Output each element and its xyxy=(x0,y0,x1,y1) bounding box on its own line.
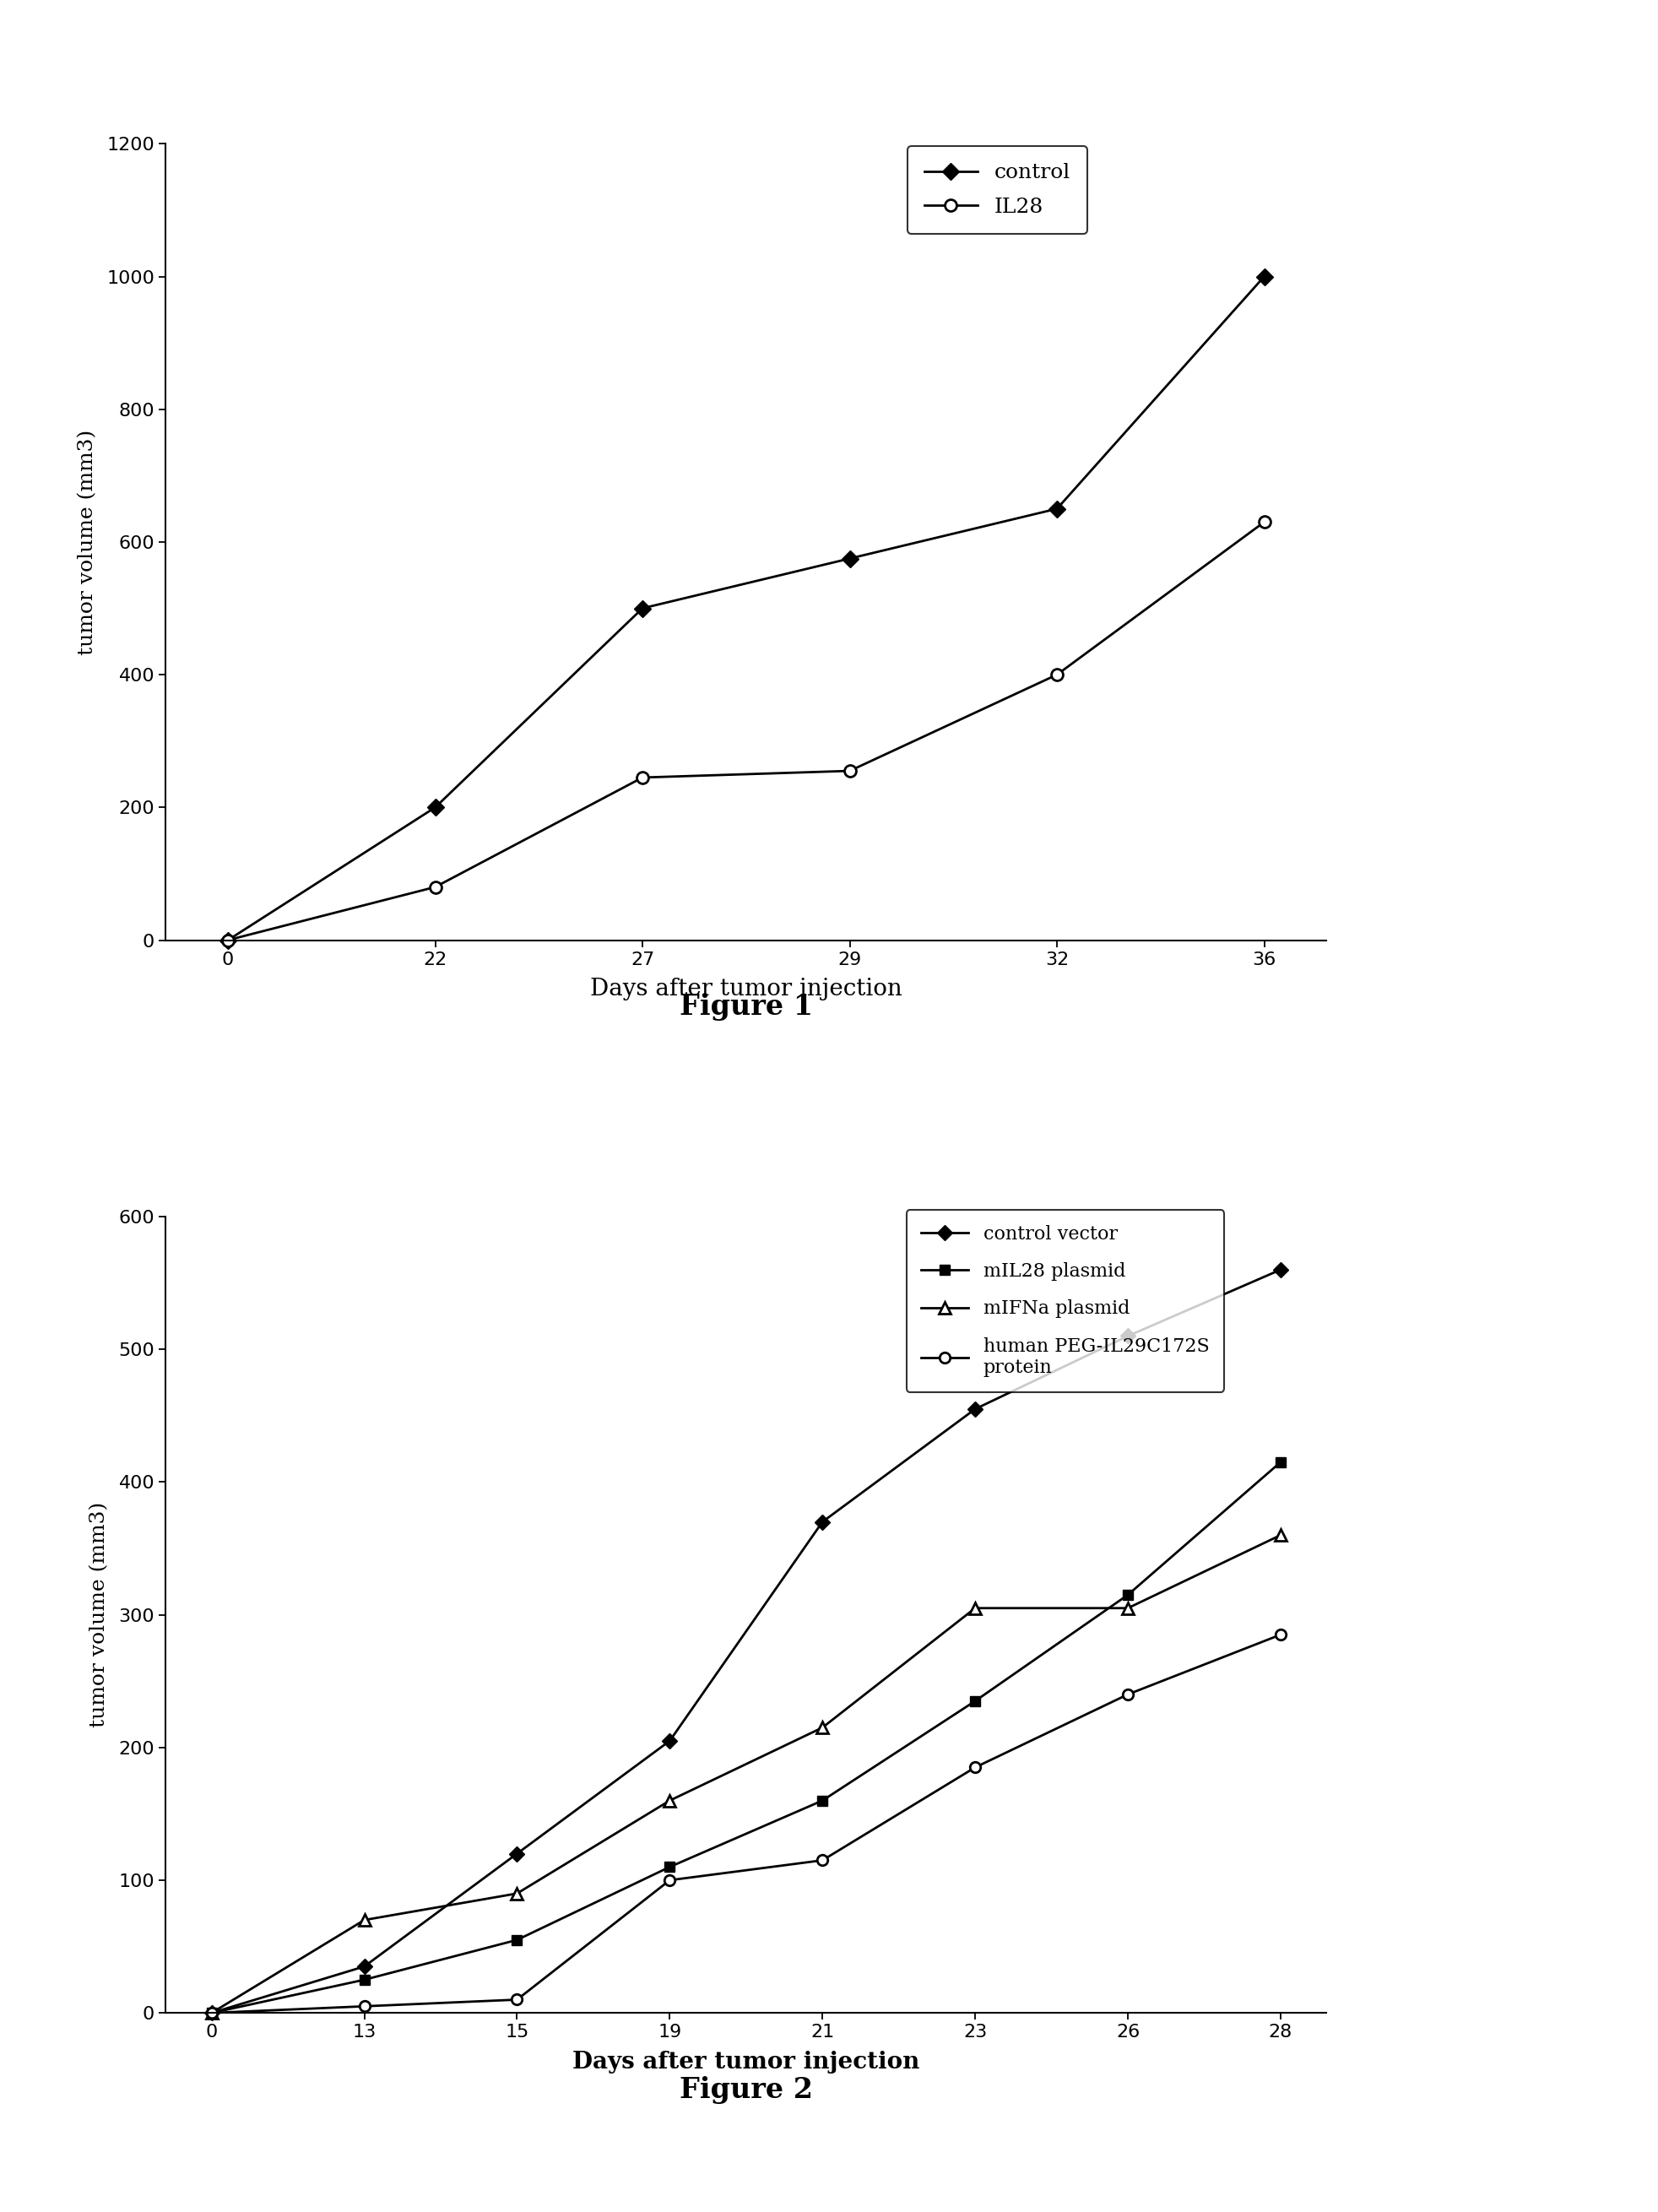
mIFNa plasmid xyxy=(812,1714,832,1741)
mIL28 plasmid xyxy=(812,1787,832,1814)
mIFNa plasmid xyxy=(1270,1522,1290,1548)
Legend: control vector, mIL28 plasmid, mIFNa plasmid, human PEG-IL29C172S
protein: control vector, mIL28 plasmid, mIFNa pla… xyxy=(907,1210,1224,1391)
Line: control vector: control vector xyxy=(206,1265,1287,2017)
Line: mIL28 plasmid: mIL28 plasmid xyxy=(206,1458,1287,2017)
control vector xyxy=(660,1728,680,1754)
mIL28 plasmid xyxy=(202,2000,222,2026)
IL28 xyxy=(1253,509,1273,535)
Line: IL28: IL28 xyxy=(222,515,1270,947)
control xyxy=(424,794,444,821)
human PEG-IL29C172S
protein xyxy=(507,1986,527,2013)
Line: human PEG-IL29C172S
protein: human PEG-IL29C172S protein xyxy=(206,1630,1287,2017)
human PEG-IL29C172S
protein xyxy=(965,1754,985,1781)
human PEG-IL29C172S
protein xyxy=(202,2000,222,2026)
control vector xyxy=(965,1396,985,1422)
mIFNa plasmid xyxy=(355,1907,375,1933)
IL28 xyxy=(632,765,652,792)
X-axis label: Days after tumor injection: Days after tumor injection xyxy=(572,2051,920,2073)
Line: mIFNa plasmid: mIFNa plasmid xyxy=(206,1528,1287,2020)
human PEG-IL29C172S
protein xyxy=(1270,1621,1290,1648)
control xyxy=(1253,263,1273,290)
mIFNa plasmid xyxy=(660,1787,680,1814)
X-axis label: Days after tumor injection: Days after tumor injection xyxy=(590,978,902,1000)
Legend: control, IL28: control, IL28 xyxy=(907,146,1088,234)
IL28 xyxy=(424,874,444,900)
Line: control: control xyxy=(222,270,1270,947)
mIL28 plasmid xyxy=(1117,1582,1137,1608)
control xyxy=(632,595,652,622)
mIL28 plasmid xyxy=(355,1966,375,1993)
Y-axis label: tumor volume (mm3): tumor volume (mm3) xyxy=(90,1502,109,1728)
mIFNa plasmid xyxy=(1117,1595,1137,1621)
human PEG-IL29C172S
protein xyxy=(355,1993,375,2020)
mIL28 plasmid xyxy=(660,1854,680,1880)
control vector xyxy=(1270,1256,1290,1283)
IL28 xyxy=(217,927,237,953)
mIFNa plasmid xyxy=(965,1595,985,1621)
control vector xyxy=(812,1509,832,1535)
IL28 xyxy=(1046,661,1066,688)
Text: Figure 1: Figure 1 xyxy=(680,993,812,1020)
control xyxy=(839,546,859,573)
Text: Figure 2: Figure 2 xyxy=(680,2077,812,2104)
control vector xyxy=(1117,1323,1137,1349)
mIL28 plasmid xyxy=(507,1927,527,1953)
control xyxy=(217,927,237,953)
control xyxy=(1046,495,1066,522)
control vector xyxy=(202,2000,222,2026)
control vector xyxy=(355,1953,375,1980)
Y-axis label: tumor volume (mm3): tumor volume (mm3) xyxy=(78,429,98,655)
human PEG-IL29C172S
protein xyxy=(660,1867,680,1893)
human PEG-IL29C172S
protein xyxy=(1117,1681,1137,1708)
IL28 xyxy=(839,757,859,785)
mIL28 plasmid xyxy=(1270,1449,1290,1475)
mIFNa plasmid xyxy=(507,1880,527,1907)
control vector xyxy=(507,1840,527,1867)
mIFNa plasmid xyxy=(202,2000,222,2026)
human PEG-IL29C172S
protein xyxy=(812,1847,832,1874)
mIL28 plasmid xyxy=(965,1688,985,1714)
